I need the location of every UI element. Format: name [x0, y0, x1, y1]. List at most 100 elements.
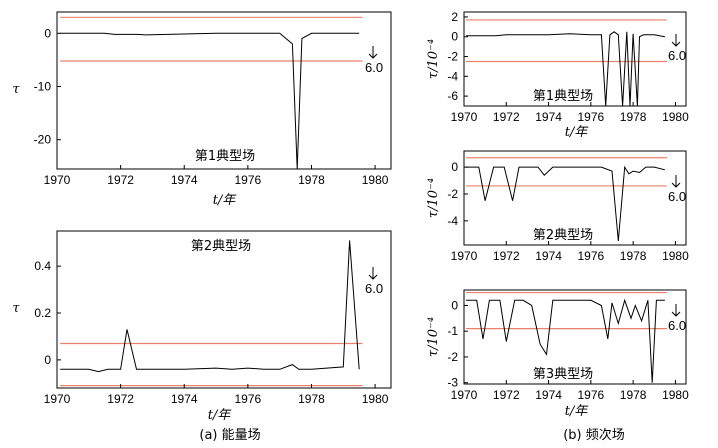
panel-b3-xtick-label-0: 1970 — [451, 388, 478, 402]
panel-b1-ylabel: τ/10⁻⁴ — [426, 39, 441, 79]
panel-b3-xlabel: t/年 — [565, 404, 590, 419]
panel-a2-arrow-head — [368, 274, 378, 280]
panel-b1-title: 第1典型场 — [533, 89, 593, 104]
panel-b2-xtick-label-4: 1978 — [620, 249, 647, 263]
panel-b2-arrow-head — [671, 182, 681, 188]
panel-b1-xticks: 1970 1972 1974 1976 1978 1980 — [451, 102, 689, 124]
panel-b1-ytick-label-3: -4 — [447, 69, 458, 83]
panel-a1-ytick-label-0: 0 — [44, 26, 51, 40]
panel-b1-xtick-label-0: 1970 — [451, 110, 478, 124]
panel-a1-series-line — [60, 32, 360, 170]
panel-b2-ytick-label-0: 0 — [451, 160, 458, 174]
panel-b3-marks — [466, 291, 681, 383]
panel-b2-title: 第2典型场 — [533, 228, 593, 243]
panel-b1-ytick-label-0: 2 — [451, 10, 458, 24]
panel-a1-xtick-label-4: 1978 — [298, 173, 325, 187]
panel-b3-xtick-label-2: 1974 — [535, 388, 562, 402]
panel-b3-ytick-label-0: 0 — [451, 298, 458, 312]
panel-b2-xtick-label-1: 1972 — [493, 249, 520, 263]
panel-b2-marks — [466, 157, 681, 242]
panel-a2-ylabel: τ — [12, 301, 20, 316]
panel-b1: 1970 1972 1974 1976 1978 1980 20-2-4-6 第1典型场 … — [426, 10, 689, 140]
panel-b1-xtick-label-1: 1972 — [493, 110, 520, 124]
panel-a1-ytick-label-1: -10 — [34, 80, 52, 94]
panel-b3-xtick-label-3: 1976 — [578, 388, 605, 402]
panel-a1-frame — [56, 11, 392, 170]
panel-b2-series-line — [466, 165, 666, 242]
panel-a1-title: 第1典型场 — [195, 149, 255, 164]
panel-b3-xtick-label-4: 1978 — [620, 388, 647, 402]
panel-b3-ylabel: τ/10⁻⁴ — [426, 317, 441, 357]
panel-a2-yticks: 0.4 0.2 0 — [34, 259, 61, 367]
panel-b1-xtick-label-3: 1976 — [578, 110, 605, 124]
panel-b1-series-line — [466, 31, 665, 107]
panel-a2-xtick-label-4: 1978 — [298, 392, 325, 406]
panel-a1-xtick-label-1: 1972 — [107, 173, 134, 187]
panel-a2-frame — [56, 230, 392, 389]
panel-b2: 1970 1972 1974 1976 1978 1980 0 -2 -4 第2典型场 6.0… — [426, 150, 689, 263]
panel-b2-ytick-label-2: -4 — [447, 214, 458, 228]
panel-a1-arrow-head — [368, 53, 378, 59]
panel-a2-xlabel: t/年 — [208, 408, 233, 423]
panel-a2-annotation: 6.0 — [365, 281, 383, 296]
panel-a2-ytick-label-2: 0 — [44, 353, 51, 367]
panel-a1-xtick-label-5: 1980 — [362, 173, 389, 187]
panel-a1-ytick-label-2: -20 — [34, 133, 52, 147]
panel-b2-yticks: 0 -2 -4 — [447, 160, 468, 228]
panel-a2-ytick-label-0: 0.4 — [34, 259, 51, 273]
panel-b2-xtick-label-3: 1976 — [578, 249, 605, 263]
panel-b1-ytick-label-2: -2 — [447, 50, 458, 64]
panel-b1-xtick-label-2: 1974 — [535, 110, 562, 124]
panel-b2-ytick-label-1: -2 — [447, 187, 458, 201]
panel-b3: 1970 1972 1974 1976 1978 1980 0 -1 -2 -3 第3典型场 6… — [426, 289, 689, 419]
panel-b2-ylabel: τ/10⁻⁴ — [426, 178, 441, 218]
panel-b1-ytick-label-1: 0 — [451, 30, 458, 44]
panel-a1-yticks: 0 -10 -20 — [34, 26, 61, 147]
panel-a1-xtick-label-0: 1970 — [44, 173, 71, 187]
panel-b3-frame — [463, 289, 687, 385]
panel-a1: 1970 1972 1974 1976 1978 1980 0 -10 -20 第1典型场 6… — [12, 11, 392, 208]
panel-a2-xtick-label-5: 1980 — [362, 392, 389, 406]
panel-a2-marks — [60, 240, 378, 387]
panel-a1-ylabel: τ — [12, 82, 20, 97]
panel-b1-xlabel: t/年 — [565, 125, 590, 140]
panel-a2: 1970 1972 1974 1976 1978 1980 0.4 0.2 0 第2典型场 6… — [12, 230, 392, 423]
panel-a2-xtick-label-1: 1972 — [107, 392, 134, 406]
panel-b2-xtick-label-0: 1970 — [451, 249, 478, 263]
panel-a2-xtick-label-3: 1976 — [235, 392, 262, 406]
panel-b3-title: 第3典型场 — [533, 367, 593, 382]
panel-b2-annotation: 6.0 — [668, 189, 686, 204]
panel-b3-xtick-label-5: 1980 — [662, 388, 689, 402]
panel-b3-yticks: 0 -1 -2 -3 — [447, 298, 468, 390]
panel-b1-xtick-label-4: 1978 — [620, 110, 647, 124]
panel-a2-series-line — [60, 240, 360, 373]
panel-a1-xlabel: t/年 — [213, 193, 238, 208]
panel-a2-ytick-label-1: 0.2 — [34, 306, 51, 320]
panel-a2-xticks: 1970 1972 1974 1976 1978 1980 — [44, 384, 389, 406]
panel-a2-xtick-label-2: 1974 — [171, 392, 198, 406]
panel-b3-ytick-label-3: -3 — [447, 376, 458, 390]
panel-b3-xticks: 1970 1972 1974 1976 1978 1980 — [451, 380, 689, 402]
panel-b3-arrow-head — [671, 311, 681, 317]
panel-a1-xticks: 1970 1972 1974 1976 1978 1980 — [44, 165, 389, 187]
panel-b3-series-line — [466, 298, 665, 383]
caption-b: (b) 频次场 — [563, 427, 625, 443]
panel-b2-xtick-label-2: 1974 — [535, 249, 562, 263]
panel-b1-ytick-label-4: -6 — [447, 89, 458, 103]
panel-a2-title: 第2典型场 — [191, 239, 251, 254]
panel-a1-marks — [60, 16, 378, 170]
panel-b1-yticks: 2 0 -2 -4 -6 — [447, 10, 468, 103]
panel-a2-xtick-label-0: 1970 — [44, 392, 71, 406]
panel-a1-xtick-label-3: 1976 — [235, 173, 262, 187]
panel-a1-annotation: 6.0 — [365, 60, 383, 75]
panel-b3-xtick-label-1: 1972 — [493, 388, 520, 402]
panel-b1-annotation: 6.0 — [668, 48, 686, 63]
panel-b1-xtick-label-5: 1980 — [662, 110, 689, 124]
panel-b2-xtick-label-5: 1980 — [662, 249, 689, 263]
panel-b1-arrow-head — [671, 41, 681, 47]
panel-b3-annotation: 6.0 — [668, 318, 686, 333]
panel-b2-frame — [463, 150, 687, 246]
panel-b3-ytick-label-1: -1 — [447, 324, 458, 338]
panel-b1-frame — [463, 11, 687, 107]
